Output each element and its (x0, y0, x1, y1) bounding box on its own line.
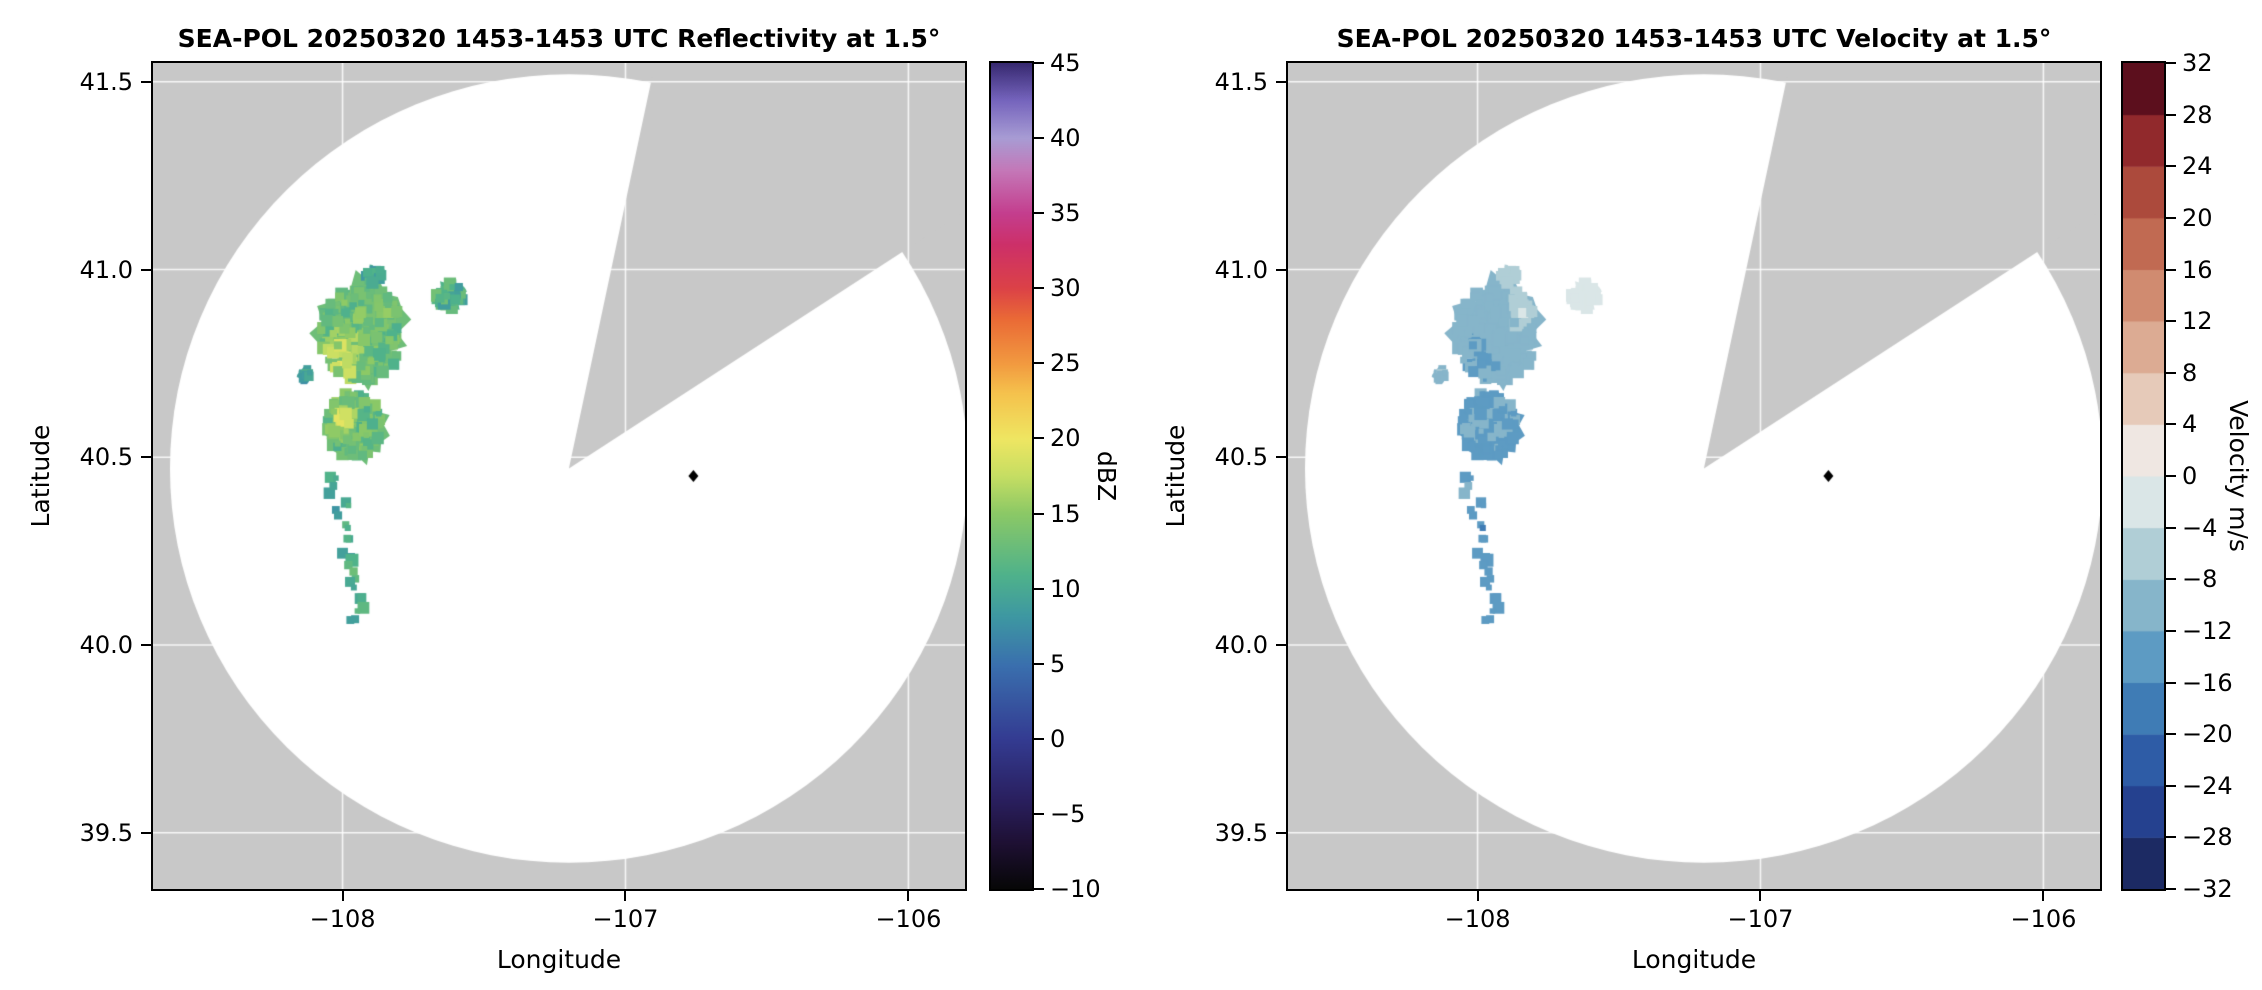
reflectivity-ylabel: Latitude (26, 424, 55, 528)
y-tick-mark (1276, 831, 1286, 834)
y-tick-label: 39.5 (79, 818, 133, 847)
colorbar-tick-label: 32 (2182, 49, 2213, 77)
colorbar-tick-mark (2166, 836, 2176, 839)
colorbar-tick-mark (2166, 320, 2176, 323)
colorbar-tick-mark (2166, 475, 2176, 477)
colorbar-tick-mark (2166, 578, 2176, 581)
y-tick-mark (1276, 80, 1286, 83)
colorbar-tick-label: −20 (2182, 720, 2233, 749)
x-tick-label: −108 (309, 905, 376, 933)
colorbar-tick-label: −5 (1050, 799, 1086, 828)
colorbar-tick-mark (1034, 812, 1044, 815)
colorbar-tick-label: 35 (1050, 199, 1081, 228)
colorbar-tick-label: 16 (2182, 255, 2213, 284)
x-tick-mark (624, 891, 627, 901)
velocity-plot-area (1286, 61, 2102, 891)
y-tick-mark (141, 268, 151, 271)
reflectivity-plot-area (151, 61, 967, 891)
colorbar-tick-mark (1034, 662, 1044, 665)
colorbar-tick-label: 0 (1050, 724, 1066, 753)
colorbar-tick-label: −32 (2182, 875, 2233, 903)
y-tick-mark (1276, 456, 1286, 459)
colorbar-tick-mark (2166, 733, 2176, 736)
colorbar-tick-label: 24 (2182, 152, 2213, 181)
reflectivity-colorbar-canvas (991, 63, 1032, 889)
colorbar-tick-label: −10 (1050, 875, 1101, 903)
colorbar-tick-mark (1034, 737, 1044, 740)
colorbar-tick-mark (2166, 784, 2176, 787)
y-tick-label: 39.5 (1214, 818, 1268, 847)
colorbar-tick-mark (1034, 137, 1044, 140)
reflectivity-colorbar (989, 61, 1034, 891)
colorbar-tick-label: 30 (1050, 274, 1081, 303)
colorbar-tick-label: −16 (2182, 668, 2233, 697)
colorbar-tick-mark (2166, 423, 2176, 426)
colorbar-tick-mark (2166, 681, 2176, 684)
colorbar-tick-mark (1034, 362, 1044, 365)
y-tick-label: 40.0 (1214, 630, 1268, 659)
y-tick-mark (141, 831, 151, 834)
reflectivity-title: SEA-POL 20250320 1453-1453 UTC Reflectiv… (177, 24, 941, 53)
colorbar-tick-label: 12 (2182, 307, 2213, 336)
x-tick-mark (2042, 891, 2045, 901)
y-tick-label: 40.0 (79, 630, 133, 659)
velocity-colorbar-label: Velocity m/s (2224, 400, 2253, 552)
colorbar-tick-label: 28 (2182, 100, 2213, 129)
colorbar-tick-label: −24 (2182, 771, 2233, 800)
colorbar-tick-mark (2166, 216, 2176, 219)
velocity-colorbar (2121, 61, 2166, 891)
velocity-xlabel: Longitude (1631, 945, 1757, 974)
x-tick-label: −106 (2010, 905, 2077, 933)
colorbar-tick-mark (2166, 526, 2176, 529)
y-tick-mark (1276, 643, 1286, 646)
velocity-ylabel: Latitude (1161, 424, 1190, 528)
x-tick-label: −107 (592, 905, 659, 933)
colorbar-tick-mark (1034, 212, 1044, 215)
x-tick-label: −107 (1727, 905, 1794, 933)
y-tick-label: 40.5 (79, 443, 133, 472)
colorbar-tick-mark (2166, 629, 2176, 632)
colorbar-tick-label: −12 (2182, 616, 2233, 645)
colorbar-tick-label: −28 (2182, 823, 2233, 852)
colorbar-tick-mark (2166, 113, 2176, 116)
y-tick-label: 41.0 (1214, 255, 1268, 284)
x-tick-mark (1759, 891, 1762, 901)
colorbar-tick-mark (2166, 62, 2176, 64)
colorbar-tick-mark (2166, 165, 2176, 168)
velocity-title: SEA-POL 20250320 1453-1453 UTC Velocity … (1336, 24, 2052, 53)
y-tick-mark (141, 456, 151, 459)
colorbar-tick-label: 40 (1050, 124, 1081, 153)
y-tick-mark (1276, 268, 1286, 271)
velocity-colorbar-canvas (2123, 63, 2164, 889)
y-tick-mark (141, 80, 151, 83)
colorbar-tick-mark (1034, 587, 1044, 590)
colorbar-tick-mark (1034, 62, 1044, 64)
y-tick-label: 41.5 (1214, 67, 1268, 96)
y-tick-label: 41.5 (79, 67, 133, 96)
colorbar-tick-mark (1034, 287, 1044, 290)
colorbar-tick-mark (2166, 268, 2176, 271)
colorbar-tick-mark (2166, 371, 2176, 374)
colorbar-tick-mark (1034, 437, 1044, 440)
colorbar-tick-label: 45 (1050, 49, 1081, 77)
x-tick-mark (1476, 891, 1479, 901)
colorbar-tick-label: 20 (2182, 203, 2213, 232)
colorbar-tick-mark (1034, 512, 1044, 515)
reflectivity-xlabel: Longitude (496, 945, 622, 974)
y-tick-label: 41.0 (79, 255, 133, 284)
colorbar-tick-label: 5 (1050, 649, 1066, 678)
x-tick-label: −108 (1444, 905, 1511, 933)
colorbar-tick-mark (2166, 888, 2176, 890)
x-tick-label: −106 (875, 905, 942, 933)
velocity-plot-canvas (1288, 63, 2100, 889)
reflectivity-colorbar-label: dBZ (1092, 450, 1121, 502)
y-tick-label: 40.5 (1214, 443, 1268, 472)
y-tick-mark (141, 643, 151, 646)
colorbar-tick-mark (1034, 888, 1044, 890)
x-tick-mark (341, 891, 344, 901)
x-tick-mark (907, 891, 910, 901)
reflectivity-plot-canvas (153, 63, 965, 889)
